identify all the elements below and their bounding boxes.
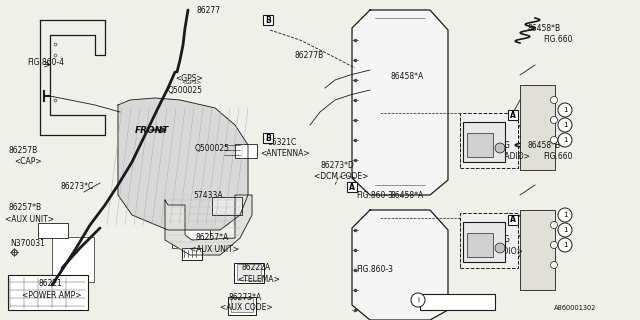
Text: <CAP>: <CAP> [14, 156, 42, 165]
Bar [520, 85, 555, 170]
Circle shape [558, 103, 572, 117]
Text: Q500025: Q500025 [168, 85, 203, 94]
Polygon shape [165, 195, 252, 255]
Bar [263, 15, 273, 25]
Text: <AUX UNIT>: <AUX UNIT> [190, 244, 239, 253]
Circle shape [558, 133, 572, 147]
Text: 1: 1 [563, 227, 567, 233]
Text: <TELEMA>: <TELEMA> [237, 275, 280, 284]
Polygon shape [118, 98, 248, 230]
Text: 86257*B: 86257*B [8, 204, 41, 212]
Text: 86273*D: 86273*D [320, 161, 354, 170]
Text: <GPS>: <GPS> [181, 79, 201, 84]
Text: 86221: 86221 [38, 279, 62, 289]
Text: 86273*A: 86273*A [228, 293, 261, 302]
Bar [182, 248, 202, 260]
Text: 86321C: 86321C [267, 138, 296, 147]
Bar [172, 220, 210, 248]
Text: A: A [510, 110, 516, 119]
Text: 1: 1 [563, 242, 567, 248]
Circle shape [558, 208, 572, 222]
Text: A: A [349, 182, 355, 191]
Circle shape [550, 137, 557, 143]
Text: 86257B: 86257B [8, 146, 37, 155]
Circle shape [550, 242, 557, 249]
Text: 1: 1 [563, 212, 567, 218]
Text: 1: 1 [563, 137, 567, 143]
Text: 86277: 86277 [196, 5, 220, 14]
Text: 86277B: 86277B [294, 51, 323, 60]
Bar [263, 133, 273, 143]
Bar [52, 237, 94, 282]
Bar [235, 144, 257, 158]
Bar [228, 297, 256, 315]
Bar [520, 210, 555, 290]
Text: FIG.860-4: FIG.860-4 [27, 58, 64, 67]
Text: 86222A: 86222A [241, 263, 270, 273]
Circle shape [558, 223, 572, 237]
Text: 57433A: 57433A [193, 191, 223, 201]
Bar [234, 263, 264, 283]
Bar [231, 298, 253, 312]
Circle shape [495, 143, 505, 153]
Text: B: B [265, 133, 271, 142]
Bar [420, 294, 495, 310]
Circle shape [495, 243, 505, 253]
Circle shape [411, 293, 425, 307]
Text: <AUX CODE>: <AUX CODE> [220, 303, 273, 313]
Text: i: i [417, 297, 419, 303]
Bar [347, 182, 357, 192]
Text: 86458*A: 86458*A [390, 71, 423, 81]
Text: <ANTENNA>: <ANTENNA> [260, 148, 310, 157]
Bar [38, 223, 68, 238]
Text: 86271G: 86271G [480, 140, 510, 149]
Text: N370031: N370031 [10, 238, 45, 247]
Text: FIG.660: FIG.660 [543, 151, 573, 161]
Text: Q500025: Q500025 [195, 143, 230, 153]
Circle shape [550, 97, 557, 103]
Text: A: A [510, 215, 516, 225]
Bar [467, 233, 493, 257]
Text: 86273*C: 86273*C [60, 181, 93, 190]
Text: 86458*B: 86458*B [527, 23, 560, 33]
Text: <GPS>: <GPS> [175, 74, 203, 83]
Text: <DCM CODE>: <DCM CODE> [314, 172, 369, 180]
Text: <AUX UNIT>: <AUX UNIT> [5, 214, 54, 223]
Text: Q320022: Q320022 [432, 295, 467, 305]
Circle shape [550, 116, 557, 124]
Text: 86257*A: 86257*A [195, 234, 228, 243]
Circle shape [550, 221, 557, 228]
Circle shape [558, 118, 572, 132]
Bar [508, 215, 518, 225]
Text: Q320022: Q320022 [440, 298, 476, 307]
Text: 1: 1 [563, 122, 567, 128]
Polygon shape [352, 10, 448, 195]
Bar [8, 275, 88, 310]
Text: 86458*B: 86458*B [527, 140, 560, 149]
Bar [463, 122, 505, 162]
Text: <NAVI&RADIO>: <NAVI&RADIO> [469, 151, 530, 161]
Text: FIG.660: FIG.660 [543, 35, 573, 44]
Text: FIG.860-3: FIG.860-3 [356, 266, 393, 275]
Bar [237, 264, 261, 280]
Bar [508, 110, 518, 120]
Text: <POWER AMP>: <POWER AMP> [22, 291, 81, 300]
Text: B: B [265, 15, 271, 25]
Bar [460, 213, 518, 268]
Polygon shape [352, 210, 448, 320]
Text: FIG.860-3: FIG.860-3 [356, 190, 393, 199]
Text: 1: 1 [563, 107, 567, 113]
Circle shape [550, 261, 557, 268]
Bar [467, 133, 493, 157]
Circle shape [558, 238, 572, 252]
Bar [212, 197, 242, 215]
Bar [460, 113, 518, 168]
Text: <RADIO>: <RADIO> [486, 246, 523, 255]
Bar [463, 222, 505, 262]
Text: A860001302: A860001302 [554, 305, 596, 311]
Text: 86458*A: 86458*A [390, 190, 423, 199]
Text: FRONT: FRONT [135, 125, 169, 134]
Text: 86201G: 86201G [480, 236, 510, 244]
